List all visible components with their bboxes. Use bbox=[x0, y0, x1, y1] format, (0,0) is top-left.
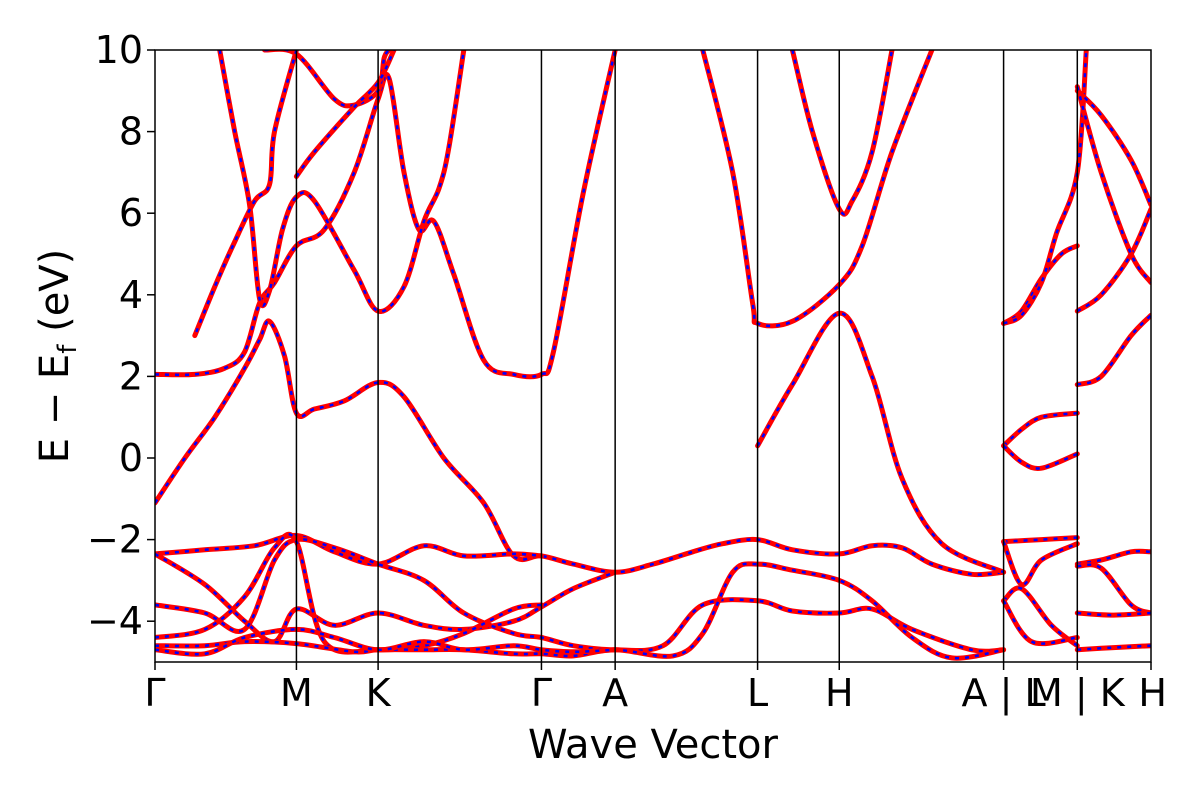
band-dft-line bbox=[755, 310, 1007, 575]
y-axis-title: E − Ef (eV) bbox=[32, 249, 83, 464]
band-band-19 bbox=[1001, 443, 1080, 471]
x-tick-label: K bbox=[366, 671, 392, 715]
band-dft-line bbox=[700, 50, 935, 329]
band-model-line bbox=[193, 50, 298, 337]
y-tick-label: 0 bbox=[119, 436, 143, 480]
band-band-30 bbox=[1074, 610, 1151, 618]
y-tick-label: −4 bbox=[87, 599, 143, 643]
band-band-14 bbox=[755, 310, 1007, 575]
band-model-line bbox=[155, 628, 616, 656]
band-dft-line bbox=[1074, 84, 1151, 286]
x-tick-label: A bbox=[602, 671, 628, 715]
band-band-9 bbox=[217, 50, 467, 314]
band-dft-line bbox=[155, 532, 544, 567]
x-axis-title: Wave Vector bbox=[528, 722, 779, 768]
band-band-3 bbox=[155, 532, 544, 567]
y-axis-title-subscript: f bbox=[53, 344, 83, 354]
band-model-line bbox=[1077, 644, 1151, 652]
bands-layer bbox=[155, 50, 1151, 661]
band-dft-line bbox=[1001, 50, 1089, 326]
y-tick-label: 2 bbox=[119, 354, 143, 398]
kpoint-lines bbox=[295, 50, 1079, 662]
band-band-24 bbox=[1074, 206, 1151, 314]
y-tick-label: 4 bbox=[119, 273, 143, 317]
x-tick-label: H bbox=[825, 671, 854, 715]
band-band-23 bbox=[1001, 598, 1080, 647]
y-axis-title-unit: (eV) bbox=[32, 249, 78, 345]
band-band-2 bbox=[155, 50, 618, 380]
band-model-line bbox=[1077, 611, 1151, 617]
band-dft-line bbox=[217, 50, 467, 314]
y-axis-title-main: E − E bbox=[32, 354, 78, 464]
x-tick-label: Γ bbox=[144, 671, 165, 715]
band-band-26 bbox=[1074, 84, 1151, 286]
band-model-line bbox=[1076, 89, 1151, 206]
band-band-29 bbox=[1074, 562, 1151, 616]
x-tick-label: M | K bbox=[1030, 671, 1126, 716]
plot-frame bbox=[154, 49, 1152, 663]
band-band-6 bbox=[155, 531, 544, 655]
band-model-line bbox=[791, 50, 894, 216]
x-tick-label: H bbox=[1138, 671, 1167, 715]
x-tick-label: A | L bbox=[962, 671, 1046, 716]
band-model-line bbox=[155, 50, 617, 378]
band-dft-line bbox=[155, 536, 1007, 654]
band-model-line bbox=[1076, 208, 1151, 313]
band-model-line bbox=[295, 50, 396, 178]
band-band-15 bbox=[789, 50, 895, 217]
band-band-28 bbox=[1074, 548, 1151, 567]
band-band-25 bbox=[1074, 88, 1151, 208]
x-tick-label: L bbox=[747, 671, 768, 715]
band-dft-line bbox=[1001, 410, 1080, 449]
band-band-5 bbox=[155, 536, 1007, 654]
band-model-line bbox=[756, 311, 1005, 574]
band-band-11 bbox=[293, 50, 397, 179]
band-band-21 bbox=[1001, 539, 1080, 588]
band-band-13 bbox=[700, 50, 935, 329]
band-dft-line bbox=[1001, 443, 1080, 471]
y-tick-label: −2 bbox=[87, 518, 143, 562]
y-tick-label: 10 bbox=[95, 28, 143, 72]
band-model-line bbox=[1002, 600, 1078, 645]
band-model-line bbox=[1003, 50, 1088, 325]
band-band-8 bbox=[155, 626, 618, 657]
band-band-17 bbox=[1001, 50, 1089, 326]
x-axis-ticks: Γ M K Γ A L H A | LM | K H bbox=[144, 662, 1167, 716]
band-model-line bbox=[1002, 541, 1078, 586]
band-dft-line bbox=[1074, 562, 1151, 616]
band-model-line bbox=[1002, 411, 1078, 447]
band-model-line bbox=[1077, 563, 1151, 615]
x-tick-label: M bbox=[280, 671, 313, 715]
band-dft-line bbox=[1074, 206, 1151, 314]
band-model-line bbox=[701, 50, 934, 328]
band-band-20 bbox=[1001, 535, 1080, 545]
band-model-line bbox=[155, 319, 1004, 576]
band-band-31 bbox=[1074, 643, 1151, 653]
band-band-12 bbox=[192, 50, 299, 339]
band-dft-line bbox=[1074, 312, 1151, 388]
y-tick-label: 6 bbox=[119, 191, 143, 235]
band-model-line bbox=[1002, 444, 1078, 470]
band-dft-line bbox=[1001, 535, 1080, 545]
band-band-27 bbox=[1074, 312, 1151, 388]
band-dft-line bbox=[1001, 539, 1080, 588]
band-dft-line bbox=[1074, 88, 1151, 208]
band-band-18 bbox=[1001, 410, 1080, 449]
band-dft-line bbox=[155, 50, 618, 380]
y-tick-label: 8 bbox=[119, 110, 143, 154]
band-model-line bbox=[155, 533, 542, 654]
y-axis-ticks: 10 8 6 4 2 0 −2 −4 bbox=[87, 28, 155, 643]
band-model-line bbox=[1076, 314, 1151, 386]
band-model-line bbox=[155, 552, 616, 643]
x-tick-label: Γ bbox=[531, 671, 552, 715]
